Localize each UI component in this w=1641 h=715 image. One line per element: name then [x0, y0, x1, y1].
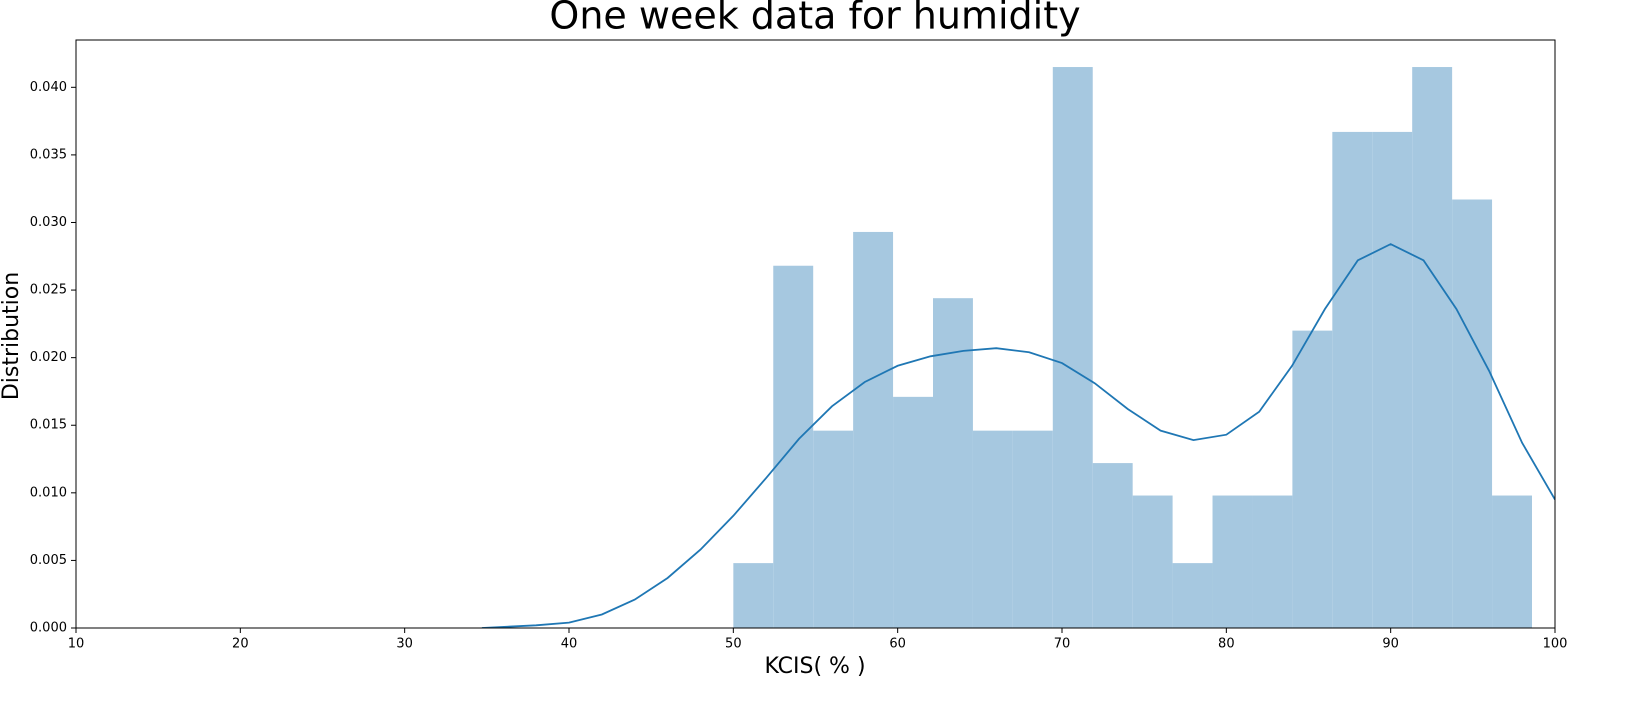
histogram-bar — [1212, 495, 1253, 628]
y-tick-label: 0.005 — [30, 553, 67, 568]
histogram-bar — [1492, 495, 1532, 628]
histogram-bar — [972, 430, 1013, 628]
x-tick-label: 100 — [1543, 637, 1568, 652]
histogram-bar — [893, 396, 933, 628]
histogram-bar — [1172, 563, 1213, 628]
x-tick-label: 30 — [396, 637, 413, 652]
y-tick-label: 0.040 — [30, 80, 67, 95]
histogram-bar — [1052, 67, 1093, 628]
y-tick-label: 0.010 — [30, 485, 67, 500]
histogram-bar — [1092, 463, 1133, 628]
histogram-bar — [1412, 67, 1453, 628]
y-tick-label: 0.015 — [30, 418, 67, 433]
y-tick-label: 0.030 — [30, 215, 67, 230]
histogram-bar — [853, 231, 894, 628]
histogram-bar — [813, 430, 854, 628]
y-axis-label: Distribution — [0, 272, 24, 400]
histogram-bar — [733, 563, 774, 628]
x-axis-label: KCIS( % ) — [764, 654, 865, 679]
histogram-bar — [1132, 495, 1173, 628]
y-tick-label: 0.035 — [30, 147, 67, 162]
x-tick-label: 90 — [1382, 637, 1399, 652]
y-tick-label: 0.025 — [30, 283, 67, 298]
x-tick-label: 40 — [561, 637, 578, 652]
histogram-bar — [932, 298, 973, 628]
histogram-bar — [1372, 131, 1413, 628]
y-tick-label: 0.000 — [30, 621, 67, 636]
x-tick-label: 10 — [68, 637, 85, 652]
histogram-bar — [1252, 495, 1293, 628]
x-tick-label: 80 — [1218, 637, 1235, 652]
histogram-bar — [1292, 330, 1333, 628]
y-tick-label: 0.020 — [30, 350, 67, 365]
x-tick-label: 50 — [725, 637, 742, 652]
x-tick-label: 70 — [1054, 637, 1071, 652]
x-tick-label: 20 — [232, 637, 249, 652]
chart-title: One week data for humidity — [549, 0, 1080, 38]
histogram-bar — [1452, 199, 1493, 628]
histogram-bar — [1332, 131, 1373, 628]
axes-frame — [75, 39, 1556, 629]
kde-line — [481, 243, 1555, 628]
x-tick-label: 60 — [889, 637, 906, 652]
histogram-bar — [1012, 430, 1053, 628]
